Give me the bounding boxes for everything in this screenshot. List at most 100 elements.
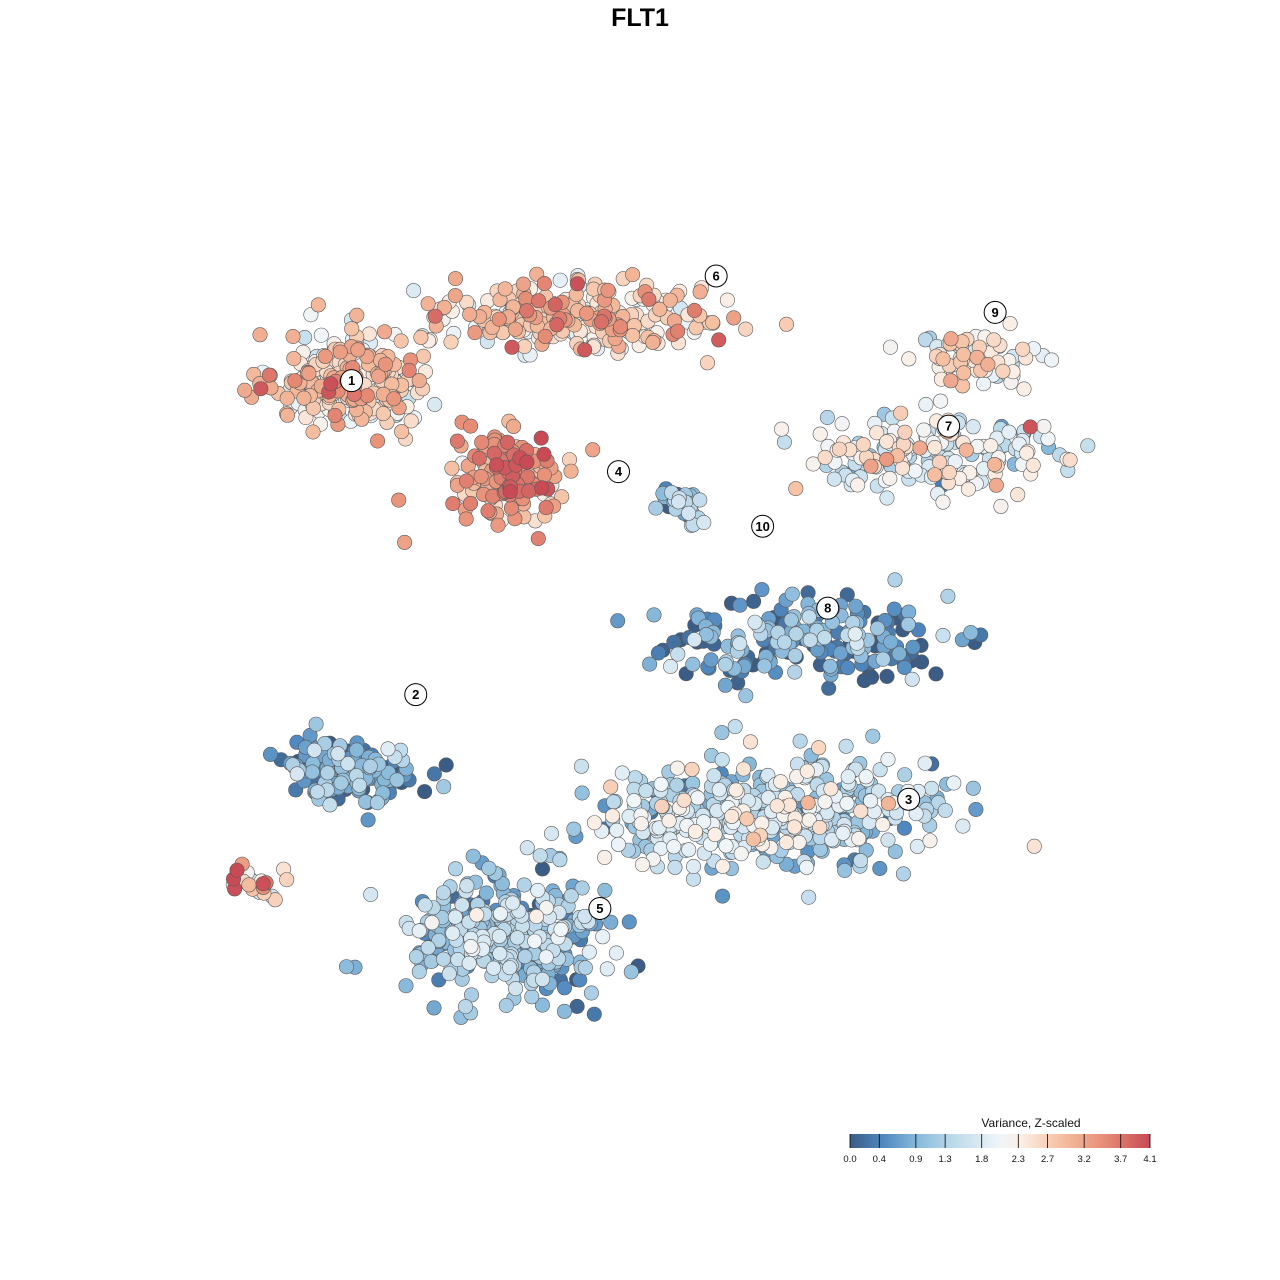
cluster-label-text: 5 [596,901,603,916]
data-point [805,456,821,472]
data-point [423,953,439,969]
cluster-label-circle [404,683,428,707]
cluster-label-text: 10 [755,519,769,534]
data-point [824,832,840,848]
data-point [474,434,490,450]
data-point [879,490,895,506]
data-point [586,1006,602,1022]
legend-tick-label: 2.7 [1041,1154,1054,1165]
data-point [1016,381,1032,397]
data-point [799,763,815,779]
data-point [610,836,626,852]
data-point [519,303,535,319]
data-point [427,396,443,412]
data-point [505,895,521,911]
data-point [847,626,863,642]
data-point [286,351,302,367]
data-point [646,607,662,623]
data-point [413,329,429,345]
data-point [1080,438,1096,454]
data-point [724,808,740,824]
data-point [834,416,850,432]
legend-tick-label: 1.8 [975,1154,988,1165]
data-point [909,838,925,854]
data-point [1015,341,1031,357]
data-point [891,646,907,662]
cluster-label-circle [588,896,612,920]
data-point [296,390,312,406]
data-point [826,471,842,487]
data-point [563,888,579,904]
data-point [467,325,483,341]
data-point [715,858,731,874]
data-point [855,437,871,453]
data-point [671,494,687,510]
data-point [597,882,613,898]
data-point [863,793,879,809]
chart-title: FLT1 [611,4,669,32]
data-point [986,332,1002,348]
data-point [386,391,402,407]
data-point [983,438,999,454]
data-point [650,645,666,661]
data-point [960,481,976,497]
cluster-label-circle [983,300,1007,324]
data-point [648,500,664,516]
data-point [255,876,271,892]
data-point [371,368,387,384]
data-point [391,492,407,508]
data-point [882,339,898,355]
data-point [896,820,912,836]
data-point [509,930,525,946]
data-point [812,819,828,835]
data-point [747,614,763,630]
cluster-label-circle [607,460,630,484]
data-point [863,458,879,474]
data-point [431,932,447,948]
data-point [928,666,944,682]
data-point [532,848,548,864]
data-point [756,658,772,674]
data-point [662,292,678,308]
cluster-label-text: 2 [412,687,419,702]
data-point [784,586,800,602]
data-point [462,306,478,322]
data-point [323,376,339,392]
data-point [816,630,832,646]
cluster-label-text: 7 [945,419,952,434]
data-point [746,593,762,609]
data-point [670,323,686,339]
data-point [932,454,948,470]
data-point [393,333,409,349]
data-point [652,301,668,317]
data-point [850,477,866,493]
data-point [441,966,457,982]
data-point [438,757,454,773]
data-point [933,393,949,409]
data-point [253,381,269,397]
data-point [581,944,597,960]
data-point [362,758,378,774]
data-point [574,880,590,896]
data-points-layer [225,266,1096,1025]
data-point [317,735,333,751]
data-point [327,407,343,423]
data-point [801,609,817,625]
data-point [363,886,379,902]
data-point [553,921,569,937]
data-point [369,795,385,811]
data-point [301,365,317,381]
data-point [687,823,703,839]
data-point [359,388,375,404]
data-point [690,790,706,806]
data-point [519,454,535,470]
legend-tick-label: 1.3 [939,1154,952,1165]
data-point [886,601,902,617]
data-point [538,949,554,965]
data-point [773,774,789,790]
data-point [875,651,891,667]
data-point [424,915,440,931]
data-point [538,500,554,516]
data-point [666,839,682,855]
data-point [454,897,470,913]
